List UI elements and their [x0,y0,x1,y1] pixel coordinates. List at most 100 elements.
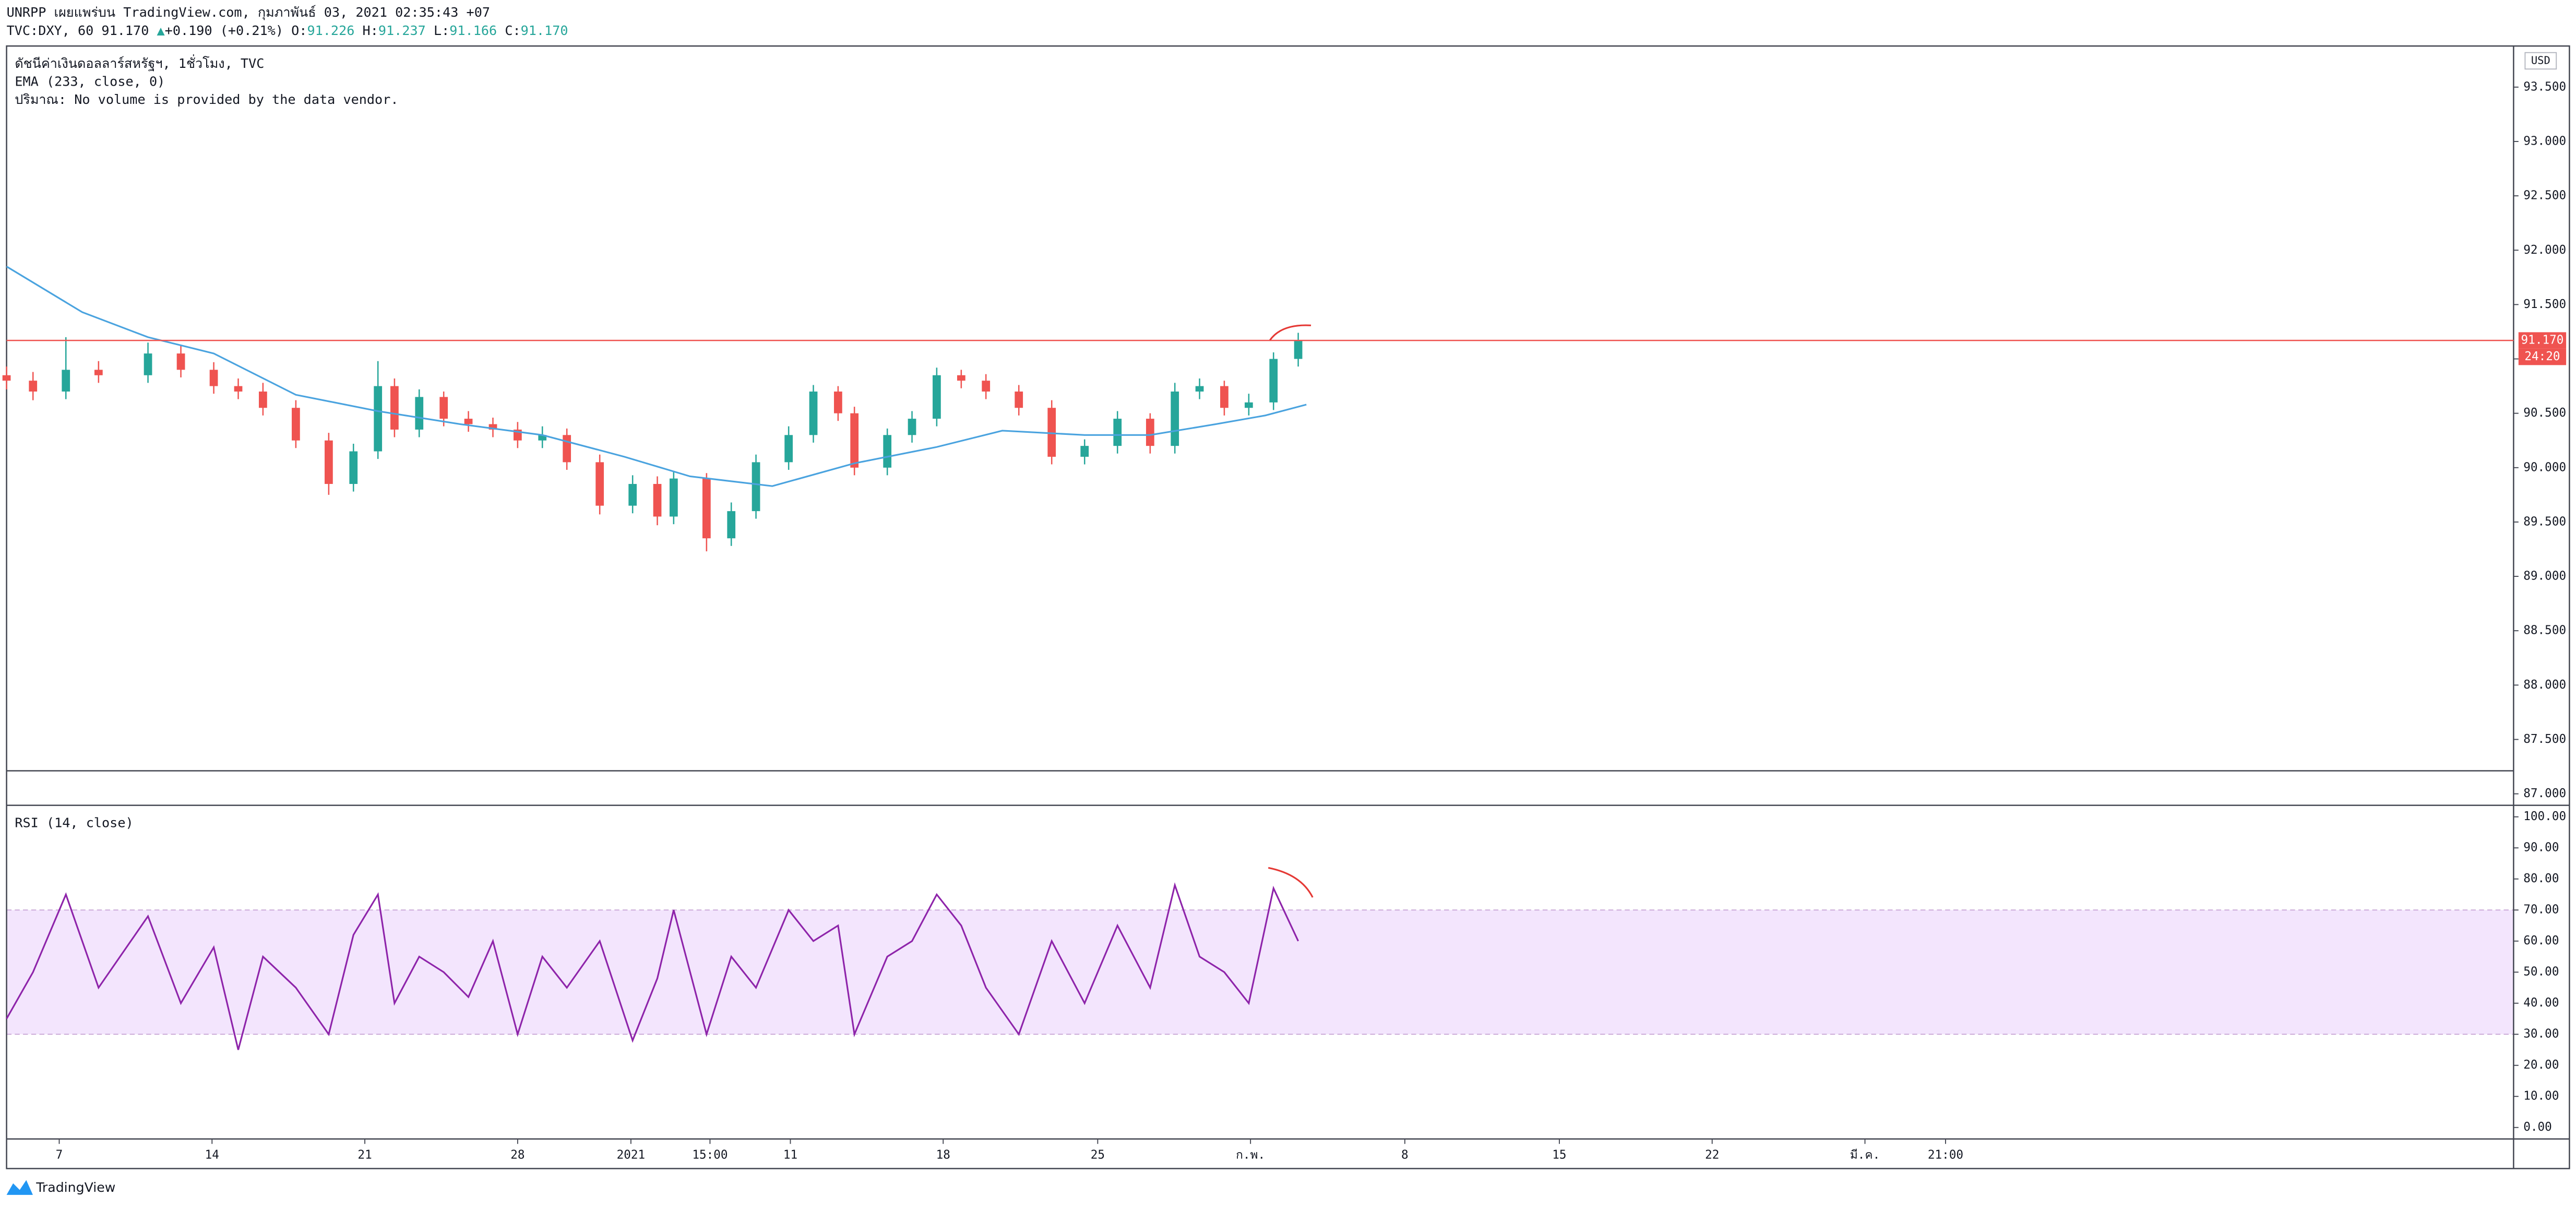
y-tick-label: 20.00 [2523,1058,2559,1072]
candle [1146,413,1154,454]
ema-line [6,266,1307,487]
candle-body [1080,446,1089,457]
candle-body [784,435,793,463]
candle-body [538,435,547,441]
candle [234,378,243,399]
candle [176,346,185,377]
candle [349,443,358,492]
candle [957,370,965,388]
c-label: C: [505,23,520,38]
candle-body [1047,408,1056,457]
plot: 87.000 87.500 88.000 88.500 89.000 89.500 90.0… [2,80,2567,1162]
candle-body [809,392,818,435]
rsi-line [6,882,1299,1050]
x-tick-label: 15 [1552,1148,1566,1162]
candle [415,389,424,437]
symbol: TVC:DXY, 60 [7,23,94,38]
y-tick-label: 92.000 [2523,243,2566,257]
y-tick-label: 40.00 [2523,996,2559,1010]
candle-body [209,370,218,386]
x-tick-label: 15:00 [692,1148,728,1162]
y-tick-label: 92.500 [2523,189,2566,203]
legend-ema: EMA (233, close, 0) [15,74,165,89]
x-tick-label: 21:00 [1928,1148,1963,1162]
x-tick-label: 18 [936,1148,950,1162]
candle-body [908,419,916,435]
legend-volume: ปริมาณ: No volume is provided by the dat… [15,92,398,107]
candle-body [349,451,358,484]
candle [1047,400,1056,465]
frame [6,45,2570,1169]
rsi-band [6,910,2514,1035]
x-tick-label: 2021 [617,1148,646,1162]
candle [669,471,678,525]
h: 91.237 [378,23,426,38]
candle [595,454,604,515]
candle-body [94,370,103,375]
candle [1015,385,1023,416]
y-tick-label: 89.500 [2523,515,2566,528]
y-tick-label: 90.500 [2523,406,2566,420]
countdown-box [2518,348,2567,365]
candle-body [144,353,152,375]
x-tick-label: 22 [1705,1148,1719,1162]
candle [883,428,892,476]
candle-body [752,462,760,512]
candle [1113,411,1122,454]
candle [2,366,11,389]
currency[interactable]: USD [2531,54,2550,66]
candle [62,337,70,399]
logo[interactable] [6,1180,33,1195]
y-tick-label: 93.500 [2523,80,2566,93]
y-tick-label: 89.000 [2523,570,2566,583]
c: 91.170 [521,23,568,38]
candle-body [2,375,11,381]
candle-body [653,484,662,517]
candle [144,342,152,383]
candle-body [982,381,991,392]
candle [1220,381,1229,416]
y-tick-label: 50.00 [2523,965,2559,979]
candle-body [1195,386,1204,392]
candle [809,385,818,443]
change: +0.190 (+0.21%) [165,23,283,38]
candle-body [390,386,399,430]
y-tick-label: 88.000 [2523,678,2566,692]
candle-body [563,435,571,463]
y-tick-label: 93.000 [2523,135,2566,148]
y-tick-label: 0.00 [2523,1120,2552,1134]
y-tick-label: 80.00 [2523,872,2559,885]
y-tick-label: 91.500 [2523,298,2566,311]
candle [538,426,547,448]
footer-brand[interactable]: TradingView [35,1180,115,1195]
candle-body [727,511,736,539]
candle-body [374,386,383,452]
candle-body [29,381,38,392]
o-label: O: [291,23,307,38]
candle-body [464,419,473,424]
candle [908,411,916,443]
candle [702,473,711,552]
candle-body [1220,386,1229,408]
y-tick-label: 87.500 [2523,732,2566,746]
x-tick-label: 11 [783,1148,797,1162]
h-label: H: [363,23,378,38]
candle [653,476,662,526]
y-tick-label: 60.00 [2523,934,2559,948]
candle-body [415,397,424,430]
x-tick-label: 7 [56,1148,63,1162]
x-tick-label: ก.พ. [1236,1148,1265,1162]
candle [464,411,473,432]
legend-title: ดัชนีค่าเงินดอลลาร์สหรัฐฯ, 1ชั่วโมง, TVC [15,54,264,71]
candle-body [628,484,637,506]
candle [628,475,637,514]
header-line2: TVC:DXY, 60 91.170 ▲+0.190 (+0.21%) O:91… [7,23,568,38]
candle-body [595,462,604,506]
candle-body [62,370,70,392]
candle [390,378,399,437]
candle [1195,378,1204,399]
candle [850,407,859,476]
candle-body [292,408,300,441]
currency-box[interactable] [2524,52,2557,70]
y-tick-label: 90.000 [2523,460,2566,474]
